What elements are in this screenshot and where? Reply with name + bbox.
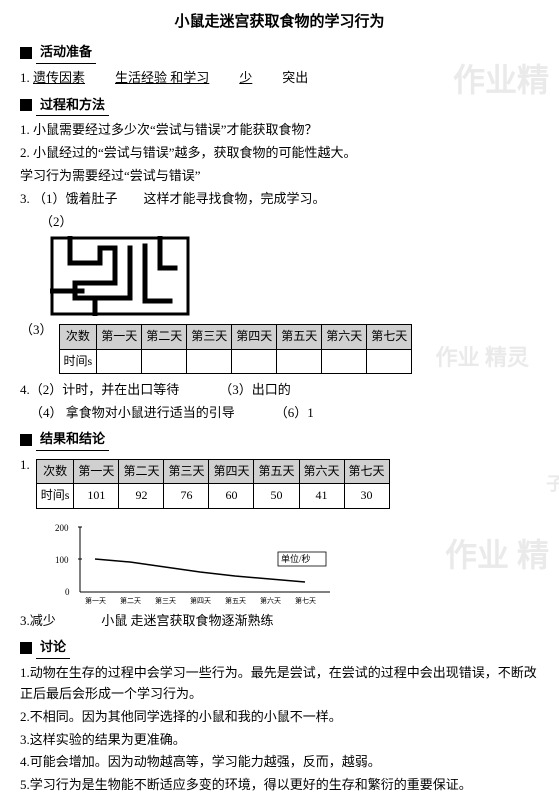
section-proc-head: 过程和方法 [20,95,539,117]
th: 次数 [59,325,97,349]
section-title: 过程和方法 [36,95,109,117]
th: 第七天 [344,460,389,484]
part: 这样才能寻找食物，完成学习。 [144,191,326,206]
days-table-filled: 次数 第一天 第二天 第三天 第四天 第五天 第六天 第七天 时间s 101 9… [36,459,390,508]
ytick: 100 [55,555,69,565]
td: 60 [209,484,254,508]
td [142,349,187,373]
th: 第二天 [142,325,187,349]
td [187,349,232,373]
td: 时间s [59,349,97,373]
th: 第七天 [367,325,412,349]
watermark: 子 [546,470,559,499]
xtick: 第四天 [190,596,211,605]
ans: 少 [239,68,252,89]
th: 第四天 [232,325,277,349]
disc-line: 4.可能会增加。因为动物越高等，学习能力越强，反而，越弱。 [20,752,539,773]
xtick: 第三天 [155,596,176,605]
text-line: 1. 小鼠需要经过多少次“尝试与错误”才能获取食物？ [20,120,539,141]
days-table-empty: 次数 第一天 第二天 第三天 第四天 第五天 第六天 第七天 时间s [59,324,413,373]
ans: 突出 [282,68,308,89]
td [97,349,142,373]
th: 第一天 [74,460,119,484]
xtick: 第二天 [120,596,141,605]
th: 第一天 [97,325,142,349]
num1: 1. [20,455,30,476]
text-line: 3. （1）饿着肚子 这样才能寻找食物，完成学习。 [20,189,539,210]
td [277,349,322,373]
q4-row2: （4） 拿食物对小鼠进行适当的引导 （6）1 [30,403,539,424]
part: （6）1 [275,403,314,424]
bullet-box [20,99,32,111]
part: （4） 拿食物对小鼠进行适当的引导 [30,403,235,424]
th: 次数 [36,460,74,484]
disc-line: 1.动物在生存的过程中会学习一些行为。最先是尝试，在尝试的过程中会出现错误，不断… [20,663,539,705]
disc-line: 2.不相同。因为其他同学选择的小鼠和我的小鼠不一样。 [20,707,539,728]
disc-line: 3.这样实验的结果为更准确。 [20,730,539,751]
td [367,349,412,373]
disc-line: 5.学习行为是生物能不断适应多变的环境，得以更好的生存和繁衍的重要保证。 [20,775,539,796]
paren-3: （3） [20,320,53,341]
section-title: 结果和结论 [36,429,109,451]
section-prep-head: 活动准备 [20,42,539,64]
q4-row: 4.（2）计时，并在出口等待 （3）出口的 [20,380,539,401]
td: 50 [254,484,299,508]
section-disc-head: 讨论 [20,637,539,659]
paren-2: （2） [40,212,539,233]
xtick: 第六天 [260,596,281,605]
th: 第二天 [119,460,164,484]
num: 1. [20,70,30,85]
section-title: 活动准备 [36,42,96,64]
th: 第五天 [254,460,299,484]
text-line: 学习行为需要经过“尝试与错误” [20,166,539,187]
td: 92 [119,484,164,508]
maze-diagram [50,236,190,316]
part: 小鼠 走迷宫获取食物逐渐熟练 [101,613,273,628]
unit-label: 单位/秒 [281,553,311,564]
section-result-head: 结果和结论 [20,429,539,451]
td: 30 [344,484,389,508]
td: 41 [299,484,344,508]
td [232,349,277,373]
ytick: 0 [65,587,70,597]
xtick: 第一天 [85,596,106,605]
part: 4.（2）计时，并在出口等待 [20,380,179,401]
part: 3. （1）饿着肚子 [20,191,118,206]
td: 101 [74,484,119,508]
th: 第五天 [277,325,322,349]
prep-line: 1. 遗传因素 生活经验 和学习 少 突出 [20,68,539,89]
td [322,349,367,373]
th: 第六天 [299,460,344,484]
ans: 遗传因素 [33,70,85,85]
part: （3）出口的 [219,380,291,401]
result-3: 3.减少 小鼠 走迷宫获取食物逐渐熟练 [20,611,539,632]
ytick: 200 [55,523,69,533]
part: 3.减少 [20,613,56,628]
th: 第三天 [187,325,232,349]
xtick: 第五天 [225,596,246,605]
bullet-box [20,434,32,446]
th: 第六天 [322,325,367,349]
th: 第三天 [164,460,209,484]
text-line: 2. 小鼠经过的“尝试与错误”越多，获取食物的可能性越大。 [20,143,539,164]
bullet-box [20,642,32,654]
td: 时间s [36,484,74,508]
xtick: 第七天 [295,596,316,605]
page-title: 小鼠走迷宫获取食物的学习行为 [20,10,539,34]
line-chart: 200 100 0 单位/秒 第一天 第二天 第三天 第四天 第五天 第六天 第… [50,517,539,607]
section-title: 讨论 [36,637,70,659]
ans: 生活经验 和学习 [115,68,209,89]
bullet-box [20,47,32,59]
th: 第四天 [209,460,254,484]
td: 76 [164,484,209,508]
